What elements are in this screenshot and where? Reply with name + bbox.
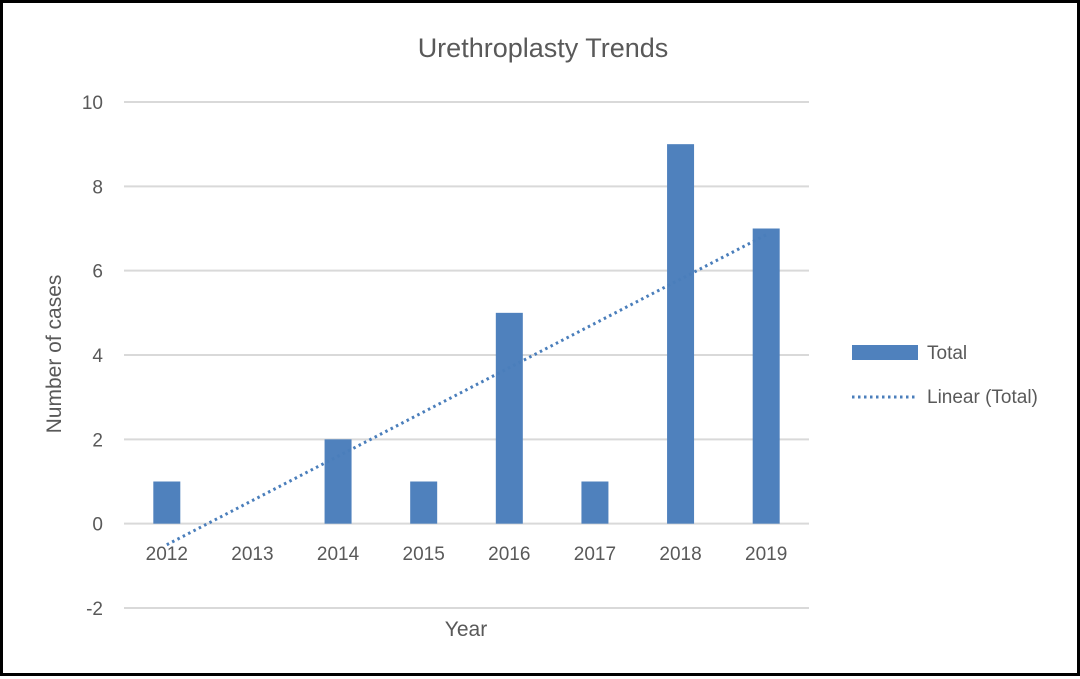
y-tick-labels: -2 0 2 4 6 8 10 — [82, 93, 104, 620]
bar-2015 — [410, 481, 438, 524]
chart-title: Urethroplasty Trends — [418, 33, 669, 63]
x-tick-label: 2013 — [231, 544, 273, 565]
bar-2016 — [495, 312, 523, 524]
y-tick-label: 2 — [92, 430, 103, 451]
bar-2018 — [667, 144, 695, 524]
y-tick-label: 6 — [92, 262, 103, 283]
bars — [153, 144, 780, 524]
bar-2019 — [752, 228, 780, 524]
y-tick-label: -2 — [86, 599, 103, 620]
bar-2014 — [324, 439, 352, 524]
y-tick-label: 0 — [92, 515, 103, 536]
trendline — [166, 233, 767, 547]
y-tick-label: 10 — [82, 93, 103, 114]
x-tick-label: 2015 — [403, 544, 445, 565]
y-tick-label: 8 — [92, 177, 103, 198]
legend: Total Linear (Total) — [852, 343, 1038, 408]
gridlines — [124, 101, 809, 609]
bar-2017 — [581, 481, 609, 524]
legend-label-total: Total — [927, 343, 967, 364]
y-tick-label: 4 — [92, 346, 103, 367]
x-tick-label: 2018 — [659, 544, 701, 565]
legend-label-linear: Linear (Total) — [927, 387, 1038, 408]
x-tick-label: 2014 — [317, 544, 360, 565]
x-tick-label: 2012 — [146, 544, 188, 565]
x-tick-labels: 2012 2013 2014 2015 2016 2017 2018 2019 — [146, 544, 788, 565]
x-tick-label: 2017 — [574, 544, 616, 565]
x-tick-label: 2019 — [745, 544, 787, 565]
bar-2012 — [153, 481, 181, 524]
legend-swatch-total — [852, 345, 918, 360]
trendline-group — [166, 233, 767, 547]
x-tick-label: 2016 — [488, 544, 530, 565]
y-axis-title: Number of cases — [43, 275, 66, 434]
x-axis-title: Year — [445, 618, 487, 641]
